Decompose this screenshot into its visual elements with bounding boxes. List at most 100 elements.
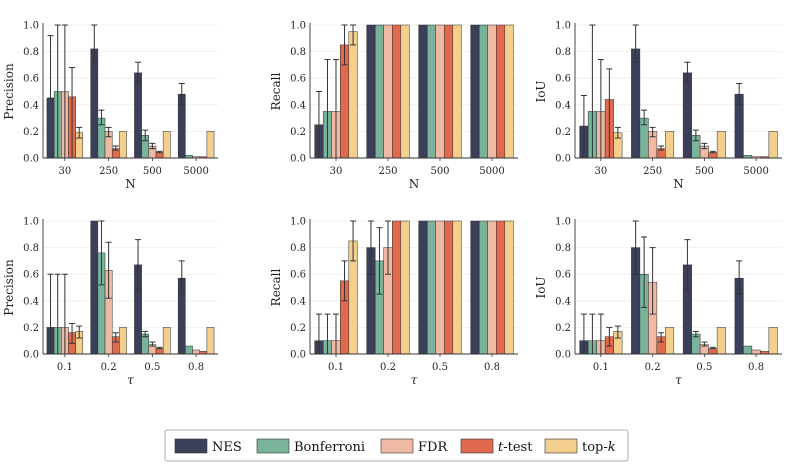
legend-label-t-test-rest: -test <box>503 440 533 455</box>
y-tick-label: 0.0 <box>555 154 571 165</box>
bar-top-k-250 <box>400 24 410 159</box>
bar-nes-0.2 <box>90 220 99 355</box>
chart-iou-N: 0.0 0.2 0.4 0.6 0.8 1.0 30 250 500 5000 N IoU <box>534 21 782 191</box>
bar-fdr-0.8 <box>751 349 761 355</box>
bar-nes-250 <box>90 48 99 159</box>
bar-top-k-0.8 <box>206 327 215 355</box>
bar-bonferroni-0.8 <box>478 220 488 355</box>
chart-iou-tau: 0.0 0.2 0.4 0.6 0.8 1.0 0.1 0.2 0.5 0.8 τ IoU <box>534 217 782 387</box>
y-tick-label: 0.6 <box>290 270 306 281</box>
bar-nes-500 <box>682 72 692 159</box>
bar-fdr-500 <box>435 24 445 159</box>
legend-label-nes: NES <box>212 440 242 455</box>
y-tick-label: 1.0 <box>290 217 306 228</box>
bar-bonferroni-0.8 <box>185 345 193 355</box>
y-tick-label: 0.2 <box>23 127 39 138</box>
bar-top-k-5000 <box>504 24 514 159</box>
x-tick-label: 0.8 <box>188 362 204 373</box>
bar-nes-500 <box>134 72 142 159</box>
y-axis-title: IoU <box>534 80 548 102</box>
legend-swatch-top-k <box>544 438 578 454</box>
bar-top-k-250 <box>119 131 127 159</box>
y-tick-label: 0.4 <box>555 100 571 111</box>
bar-nes-250 <box>366 24 376 159</box>
x-tick-label: 250 <box>99 166 118 177</box>
x-tick-label: 500 <box>430 166 449 177</box>
x-tick-label: 5000 <box>183 166 208 177</box>
x-tick-label: 5000 <box>743 166 768 177</box>
bar-t-test-5000 <box>496 24 506 159</box>
y-tick-label: 0.2 <box>555 127 571 138</box>
bar-top-k-500 <box>452 24 462 159</box>
x-tick-label: 0.5 <box>696 362 712 373</box>
bar-top-k-0.2 <box>400 220 410 355</box>
y-tick-label: 0.6 <box>23 270 39 281</box>
bar-top-k-0.8 <box>768 327 778 355</box>
bar-t-test-0.5 <box>155 348 164 355</box>
y-tick-label: 0.4 <box>290 296 306 307</box>
x-tick-label: 250 <box>643 166 662 177</box>
x-tick-label: 0.1 <box>593 362 609 373</box>
y-tick-label: 0.6 <box>23 74 39 85</box>
legend-swatch-bonferroni <box>256 438 290 454</box>
bar-nes-0.5 <box>418 220 428 355</box>
bar-top-k-5000 <box>206 131 215 159</box>
y-tick-label: 0.6 <box>555 270 571 281</box>
x-tick-label: 0.2 <box>380 362 396 373</box>
bar-top-k-30 <box>348 31 358 159</box>
y-tick-label: 1.0 <box>23 217 39 228</box>
bar-top-k-0.5 <box>162 327 171 355</box>
y-tick-label: 0.6 <box>555 74 571 85</box>
bar-top-k-0.5 <box>716 327 726 355</box>
bar-bonferroni-5000 <box>478 24 488 159</box>
bar-nes-30 <box>46 97 55 159</box>
y-tick-label: 0.4 <box>23 100 39 111</box>
y-tick-label: 0.2 <box>23 323 39 334</box>
chart-recall-tau: 0.0 0.2 0.4 0.6 0.8 1.0 0.1 0.2 0.5 0.8 τ Recall <box>269 217 518 387</box>
chart-precision-N: 0.0 0.2 0.4 0.6 0.8 1.0 30 250 500 5000 N Precision <box>2 21 218 191</box>
x-tick-label: 30 <box>330 166 343 177</box>
chart-recall-N: 0.0 0.2 0.4 0.6 0.8 1.0 30 250 500 5000 N Recall <box>269 21 518 191</box>
bar-t-test-500 <box>155 152 164 159</box>
legend-label-bonferroni: Bonferroni <box>294 440 365 455</box>
y-axis-title: Recall <box>269 72 283 110</box>
y-tick-label: 1.0 <box>290 21 306 32</box>
bar-fdr-0.8 <box>487 220 497 355</box>
y-tick-label: 0.8 <box>23 243 39 254</box>
chart-panels: 0.0 0.2 0.4 0.6 0.8 1.0 30 250 500 5000 N Precision… <box>2 21 782 387</box>
bar-t-test-500 <box>444 24 454 159</box>
y-tick-label: 0.0 <box>23 154 39 165</box>
bar-nes-0.8 <box>470 220 480 355</box>
y-tick-label: 0.2 <box>555 323 571 334</box>
bar-t-test-500 <box>708 152 718 159</box>
y-axis-title: Recall <box>269 268 283 306</box>
x-tick-label: 500 <box>143 166 162 177</box>
x-tick-label: 30 <box>59 166 72 177</box>
bar-fdr-0.5 <box>435 220 445 355</box>
bar-t-test-250 <box>392 24 402 159</box>
y-tick-label: 0.6 <box>290 74 306 85</box>
bar-nes-5000 <box>470 24 480 159</box>
y-tick-label: 0.2 <box>290 127 306 138</box>
bar-top-k-0.8 <box>504 220 514 355</box>
legend-swatch-fdr <box>380 438 414 454</box>
bar-fdr-0.8 <box>192 349 200 355</box>
bar-bonferroni-0.8 <box>743 345 753 355</box>
y-tick-label: 0.8 <box>290 47 306 58</box>
bar-bonferroni-250 <box>374 24 384 159</box>
y-tick-label: 0.8 <box>555 243 571 254</box>
chart-precision-tau: 0.0 0.2 0.4 0.6 0.8 1.0 0.1 0.2 0.5 0.8 τ Precision <box>2 217 218 387</box>
y-tick-label: 0.4 <box>555 296 571 307</box>
bar-bonferroni-0.5 <box>426 220 436 355</box>
legend: NES Bonferroni FDR t-test top-k <box>164 429 629 462</box>
x-tick-label: 0.1 <box>328 362 344 373</box>
bar-top-k-500 <box>162 131 171 159</box>
y-axis-title: IoU <box>534 276 548 298</box>
bar-top-k-0.5 <box>452 220 462 355</box>
y-tick-label: 1.0 <box>23 21 39 32</box>
y-tick-label: 0.0 <box>290 350 306 361</box>
bar-top-k-0.2 <box>665 327 675 355</box>
bar-t-test-0.5 <box>708 348 718 355</box>
x-axis-title: N <box>409 177 420 191</box>
y-tick-label: 0.8 <box>290 243 306 254</box>
